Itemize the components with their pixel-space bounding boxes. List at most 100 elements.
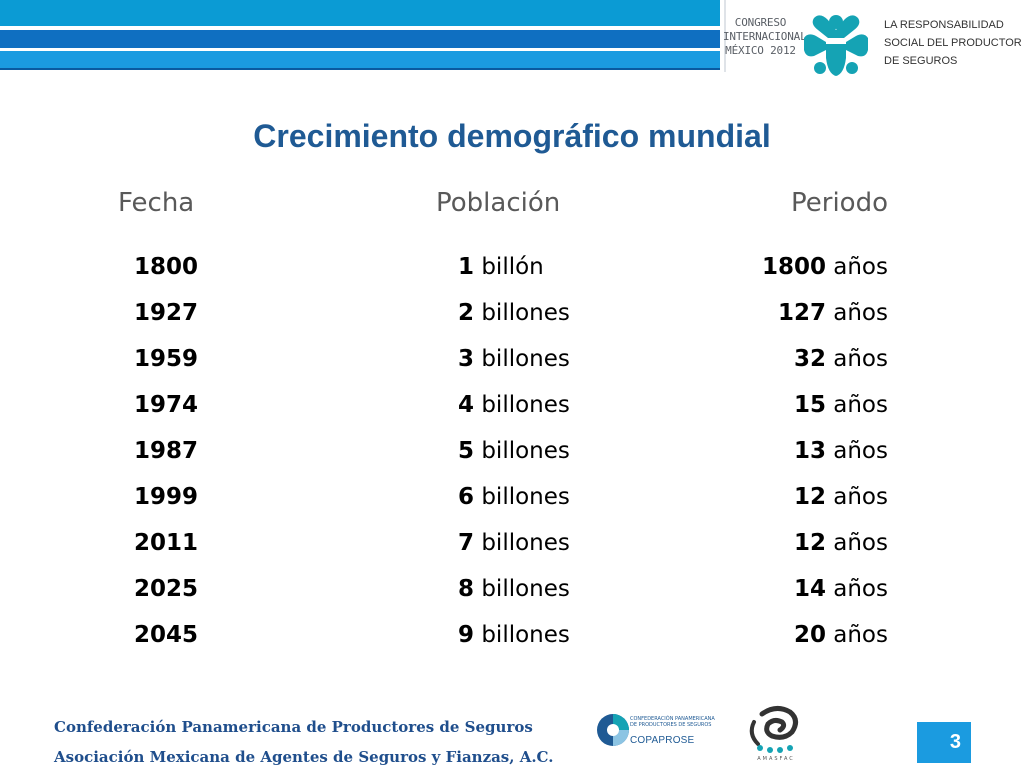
population-cell: 1 billón	[458, 254, 544, 280]
copaprose-full-name: CONFEDERACIÓN PANAMERICANA DE PRODUCTORE…	[630, 716, 715, 728]
period-cell: 12 años	[794, 484, 888, 510]
table-row: 1927 2 billones 127 años	[0, 300, 1024, 346]
period-number: 12	[793, 530, 826, 556]
header-band-bottom	[0, 51, 720, 70]
population-cell: 7 billones	[458, 530, 570, 556]
tagline-line: LA RESPONSABILIDAD	[884, 19, 1004, 31]
copaprose-name: COPAPROSE	[630, 735, 695, 746]
congress-tagline: LA RESPONSABILIDAD SOCIAL DEL PRODUCTOR …	[884, 16, 1024, 70]
year-cell: 1959	[134, 346, 199, 372]
copaprose-emblem-icon	[597, 714, 629, 746]
congreso-line: INTERNACIONAL	[723, 30, 807, 43]
period-number: 15	[793, 392, 826, 418]
population-cell: 9 billones	[458, 622, 570, 648]
population-number: 4	[458, 392, 475, 418]
population-unit: billones	[474, 576, 570, 602]
table-row: 2045 9 billones 20 años	[0, 622, 1024, 668]
congreso-line: MÉXICO 2012	[725, 44, 796, 57]
congress-logo-icon	[804, 15, 868, 76]
population-number: 2	[458, 300, 475, 326]
table-row: 2011 7 billones 12 años	[0, 530, 1024, 576]
year-cell: 2011	[134, 530, 199, 556]
period-number: 20	[793, 622, 826, 648]
population-number: 8	[458, 576, 475, 602]
population-cell: 8 billones	[458, 576, 570, 602]
table-row: 1959 3 billones 32 años	[0, 346, 1024, 392]
population-cell: 5 billones	[458, 438, 570, 464]
period-number: 127	[777, 300, 826, 326]
column-header-periodo: Periodo	[791, 188, 888, 218]
period-unit: años	[825, 254, 888, 280]
year-cell: 1800	[134, 254, 199, 280]
population-number: 5	[458, 438, 475, 464]
population-number: 6	[458, 484, 475, 510]
period-unit: años	[825, 346, 888, 372]
footer-line-amasfac: Asociación Mexicana de Agentes de Seguro…	[54, 748, 554, 766]
population-cell: 2 billones	[458, 300, 570, 326]
period-cell: 32 años	[794, 346, 888, 372]
year-cell: 2025	[134, 576, 199, 602]
period-cell: 15 años	[794, 392, 888, 418]
table-row: 1974 4 billones 15 años	[0, 392, 1024, 438]
period-cell: 127 años	[778, 300, 888, 326]
population-table: 1800 1 billón 1800 años 1927 2 billones …	[0, 254, 1024, 668]
amasfac-logo: AMASFAC	[740, 704, 812, 766]
year-cell: 1987	[134, 438, 199, 464]
year-cell: 2045	[134, 622, 199, 648]
header-band-top	[0, 0, 720, 26]
population-number: 7	[458, 530, 475, 556]
population-unit: billones	[474, 622, 570, 648]
population-unit: billones	[474, 438, 570, 464]
congreso-line: CONGRESO	[734, 16, 787, 29]
year-cell: 1974	[134, 392, 199, 418]
congreso-label: CONGRESO INTERNACIONAL MÉXICO 2012	[723, 16, 807, 58]
tagline-line: SOCIAL DEL PRODUCTOR	[884, 37, 1022, 49]
period-unit: años	[825, 576, 888, 602]
tagline-line: DE SEGUROS	[884, 55, 958, 67]
period-number: 12	[793, 484, 826, 510]
table-row: 1800 1 billón 1800 años	[0, 254, 1024, 300]
population-unit: billones	[474, 300, 570, 326]
header-band-middle	[0, 30, 720, 48]
population-cell: 3 billones	[458, 346, 570, 372]
footer-line-copaprose: Confederación Panamericana de Productore…	[54, 718, 533, 736]
period-unit: años	[825, 530, 888, 556]
population-cell: 6 billones	[458, 484, 570, 510]
period-cell: 1800 años	[762, 254, 888, 280]
period-unit: años	[825, 622, 888, 648]
table-row: 2025 8 billones 14 años	[0, 576, 1024, 622]
period-number: 32	[793, 346, 826, 372]
table-row: 1987 5 billones 13 años	[0, 438, 1024, 484]
period-unit: años	[825, 484, 888, 510]
period-cell: 13 años	[794, 438, 888, 464]
population-unit: billones	[474, 346, 570, 372]
column-header-fecha: Fecha	[118, 188, 195, 218]
copaprose-logo: CONFEDERACIÓN PANAMERICANA DE PRODUCTORE…	[596, 706, 716, 756]
period-number: 14	[793, 576, 826, 602]
period-unit: años	[825, 300, 888, 326]
period-cell: 12 años	[794, 530, 888, 556]
population-unit: billones	[474, 484, 570, 510]
period-unit: años	[825, 392, 888, 418]
period-number: 1800	[761, 254, 826, 280]
population-unit: billones	[474, 530, 570, 556]
table-row: 1999 6 billones 12 años	[0, 484, 1024, 530]
column-header-poblacion: Población	[436, 188, 561, 218]
population-number: 9	[458, 622, 475, 648]
population-number: 3	[458, 346, 475, 372]
period-cell: 14 años	[794, 576, 888, 602]
header-divider	[724, 0, 726, 72]
amasfac-emblem-icon	[749, 706, 798, 753]
footer-organizations: Confederación Panamericana de Productore…	[54, 712, 553, 772]
population-cell: 4 billones	[458, 392, 570, 418]
year-cell: 1999	[134, 484, 199, 510]
amasfac-name: AMASFAC	[757, 756, 795, 762]
period-unit: años	[825, 438, 888, 464]
slide-title: Crecimiento demográfico mundial	[253, 118, 771, 154]
population-unit: billones	[474, 392, 570, 418]
period-cell: 20 años	[794, 622, 888, 648]
population-unit: billón	[474, 254, 544, 280]
population-number: 1	[458, 254, 475, 280]
year-cell: 1927	[134, 300, 199, 326]
period-number: 13	[793, 438, 826, 464]
